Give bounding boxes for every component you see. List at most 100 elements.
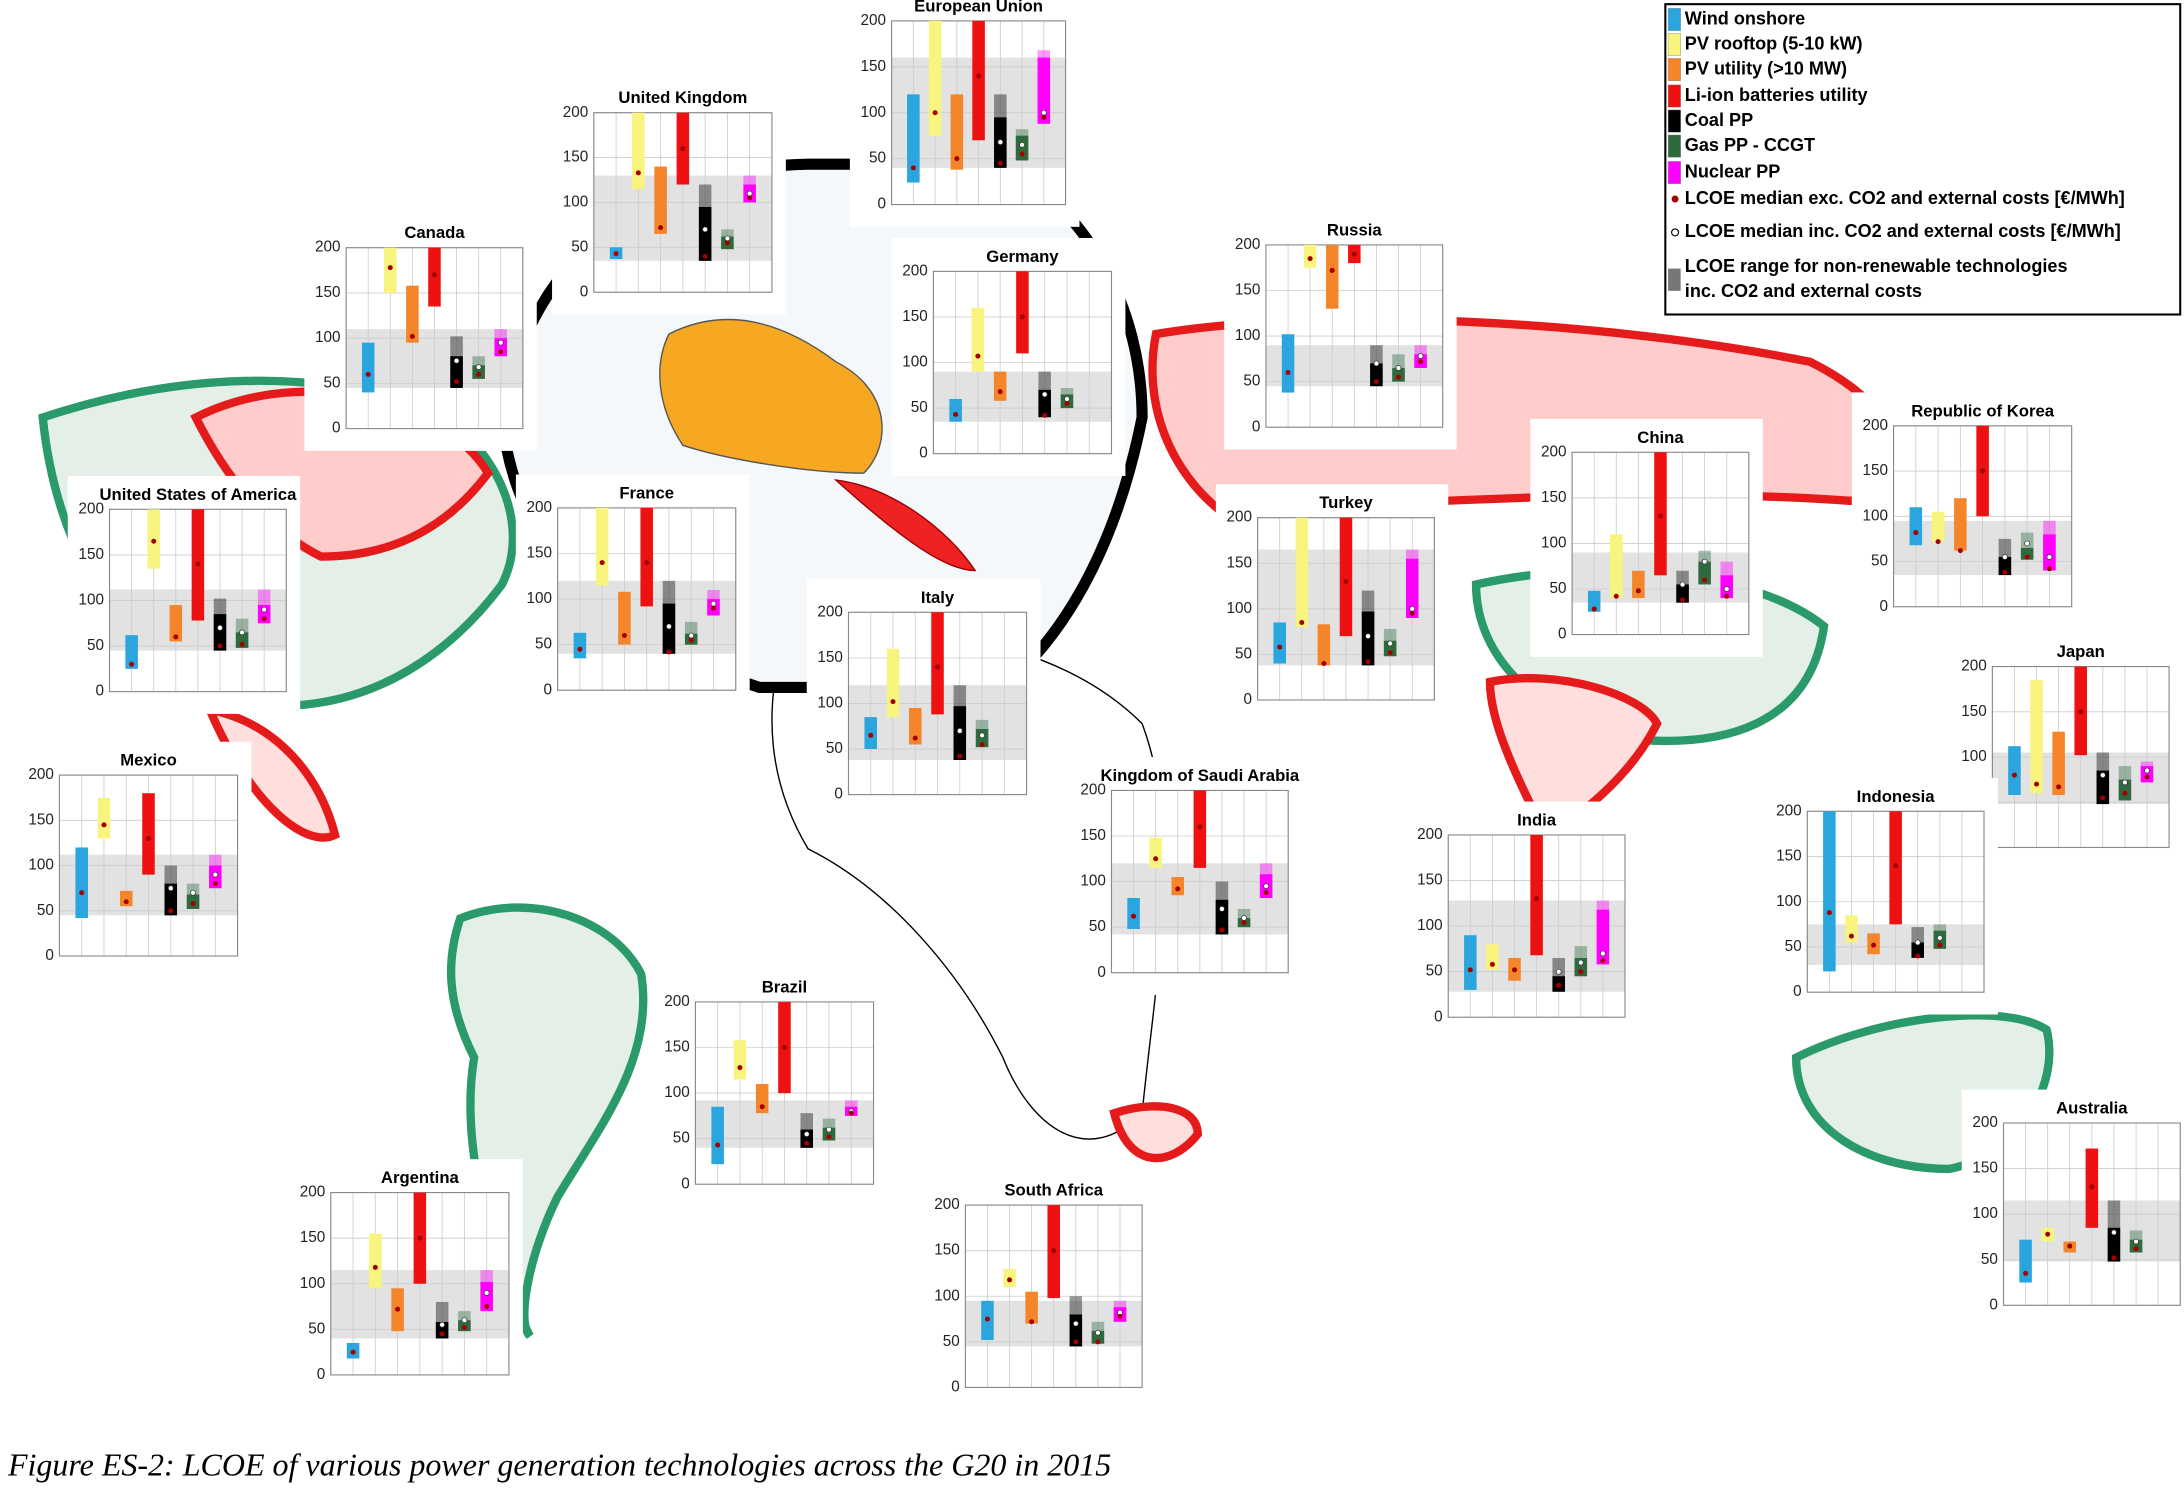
range-bar: [1574, 958, 1588, 977]
legend-label: PV rooftop (5-10 kW): [1685, 33, 1863, 53]
median-exc: [1724, 593, 1730, 599]
y-tick-label: 100: [1972, 1205, 1998, 1222]
range-bar: [909, 708, 922, 745]
y-tick-label: 50: [1426, 963, 1443, 980]
range-bar: [928, 20, 942, 136]
chart-title: Mexico: [120, 751, 177, 770]
legend-swatch: [1667, 161, 1681, 184]
mexico: [202, 704, 340, 842]
chart-title: France: [619, 483, 674, 502]
y-tick-label: 150: [1862, 462, 1888, 479]
median-exc: [2023, 1270, 2029, 1276]
median-exc: [2024, 554, 2030, 560]
y-tick-label: 200: [527, 499, 553, 516]
chart-panel: [653, 968, 888, 1207]
range-bar: [573, 632, 587, 659]
chart-panel: [1530, 418, 1763, 657]
median-exc: [954, 156, 960, 162]
range-bar: [2030, 680, 2043, 794]
median-exc: [1307, 256, 1313, 262]
lcoe-chart: France 0 50 100 150 200: [515, 474, 750, 713]
legend-label: inc. CO2 and external costs: [1685, 281, 1922, 301]
median-inc: [1723, 586, 1730, 592]
median-exc: [997, 389, 1003, 395]
median-inc: [453, 357, 460, 364]
range-bar: [1486, 944, 1499, 970]
median-inc: [1409, 605, 1416, 612]
y-tick-label: 100: [28, 857, 54, 874]
legend-dot: [1671, 195, 1679, 203]
median-inc: [1040, 109, 1047, 116]
y-tick-label: 50: [308, 1320, 325, 1337]
median-exc: [890, 699, 896, 705]
y-tick-label: 100: [817, 694, 843, 711]
median-exc: [1241, 920, 1247, 926]
median-exc: [804, 1140, 810, 1146]
median-exc: [239, 641, 245, 647]
lcoe-chart: Germany 0 50 100 150 200: [891, 237, 1126, 476]
range-bar: [971, 307, 985, 372]
median-exc: [1935, 539, 1941, 545]
range-bar: [164, 883, 178, 916]
south-africa: [1109, 1102, 1202, 1163]
median-exc: [1635, 588, 1641, 594]
y-tick-label: 0: [1097, 964, 1106, 981]
y-tick-label: 200: [861, 12, 887, 29]
median-exc: [1117, 1313, 1123, 1319]
median-exc: [953, 411, 959, 417]
legend-swatch: [1668, 268, 1681, 291]
median-exc: [2122, 790, 2128, 796]
chart-panel: [1765, 777, 1998, 1015]
median-inc: [1365, 633, 1371, 640]
legend-dot: [1671, 228, 1680, 237]
range-bar: [406, 285, 419, 343]
chart-title: Indonesia: [1857, 787, 1936, 806]
chart-title: Germany: [986, 247, 1059, 266]
chart-title: Australia: [2056, 1099, 2128, 1118]
median-inc: [497, 339, 504, 346]
median-exc: [365, 371, 371, 377]
median-exc: [2111, 1255, 2117, 1261]
median-exc: [151, 538, 157, 544]
median-inc: [2002, 554, 2008, 560]
chart-title: European Union: [914, 0, 1043, 15]
median-exc: [848, 1110, 854, 1116]
median-exc: [613, 251, 619, 257]
median-inc: [702, 226, 708, 233]
median-exc: [145, 835, 152, 841]
median-exc: [1095, 1339, 1101, 1345]
y-tick-label: 50: [535, 636, 552, 653]
median-inc: [261, 606, 268, 613]
range-bar: [2008, 746, 2021, 796]
median-exc: [1657, 513, 1663, 519]
median-inc: [746, 190, 753, 197]
median-exc: [484, 1304, 490, 1310]
median-exc: [932, 110, 938, 116]
range-bar: [2107, 1227, 2121, 1262]
median-exc: [1512, 967, 1518, 973]
y-tick-label: 200: [1972, 1114, 1998, 1131]
median-exc: [2034, 781, 2040, 787]
median-inc: [1914, 939, 1921, 946]
median-inc: [1395, 365, 1402, 371]
range-bar: [949, 398, 962, 422]
median-exc: [868, 732, 874, 738]
median-inc: [167, 885, 174, 892]
median-exc: [1197, 824, 1203, 830]
range-bar: [97, 797, 111, 839]
median-exc: [957, 753, 963, 759]
y-tick-label: 0: [1558, 626, 1567, 643]
range-bar: [733, 1040, 747, 1080]
y-tick-label: 50: [1871, 553, 1888, 570]
y-tick-label: 0: [1434, 1008, 1443, 1025]
range-bar: [369, 1233, 382, 1289]
median-inc: [190, 889, 196, 896]
range-bar: [2052, 731, 2065, 796]
range-bar: [1845, 915, 1858, 943]
median-inc: [1936, 935, 1943, 941]
y-tick-label: 150: [817, 649, 843, 666]
median-exc: [1409, 610, 1415, 616]
median-exc: [1591, 606, 1597, 612]
median-exc: [1041, 114, 1047, 120]
median-exc: [1893, 863, 1899, 869]
